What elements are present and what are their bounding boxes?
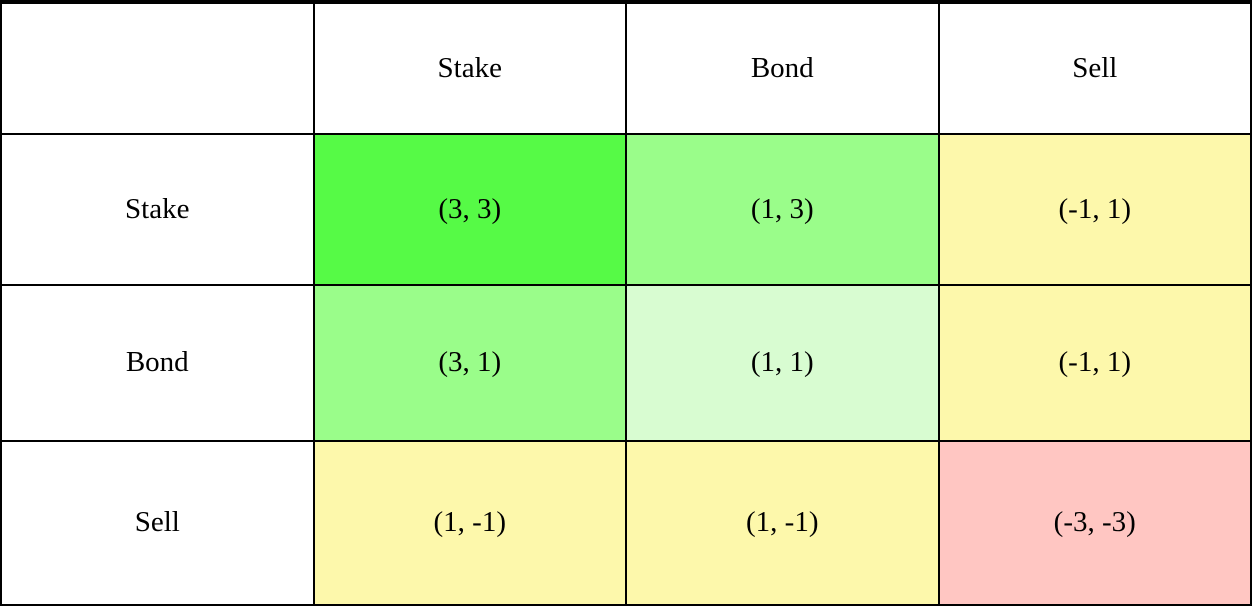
payoff-cell-sell-stake: (1, -1)	[312, 439, 627, 606]
row-header-stake: Stake	[0, 133, 315, 286]
payoff-cell-sell-sell: (-3, -3)	[937, 439, 1252, 606]
payoff-cell-bond-stake: (3, 1)	[312, 283, 627, 442]
payoff-cell-stake-bond: (1, 3)	[625, 133, 940, 286]
payoff-cell-stake-stake: (3, 3)	[312, 133, 627, 286]
column-header-stake: Stake	[312, 1, 627, 135]
column-header-sell: Sell	[937, 1, 1252, 135]
header-row: Stake Bond Sell	[0, 1, 1252, 135]
payoff-cell-bond-bond: (1, 1)	[625, 283, 940, 442]
payoff-cell-bond-sell: (-1, 1)	[937, 283, 1252, 442]
corner-cell	[0, 1, 315, 135]
payoff-cell-stake-sell: (-1, 1)	[937, 133, 1252, 286]
matrix-row-stake: Stake (3, 3) (1, 3) (-1, 1)	[0, 133, 1252, 286]
row-header-bond: Bond	[0, 283, 315, 442]
payoff-cell-sell-bond: (1, -1)	[625, 439, 940, 606]
column-header-bond: Bond	[625, 1, 940, 135]
row-header-sell: Sell	[0, 439, 315, 606]
matrix-body: Stake (3, 3) (1, 3) (-1, 1) Bond (3, 1) (1, 1)…	[0, 133, 1252, 606]
matrix-row-sell: Sell (1, -1) (1, -1) (-3, -3)	[0, 439, 1252, 606]
matrix-row-bond: Bond (3, 1) (1, 1) (-1, 1)	[0, 283, 1252, 442]
